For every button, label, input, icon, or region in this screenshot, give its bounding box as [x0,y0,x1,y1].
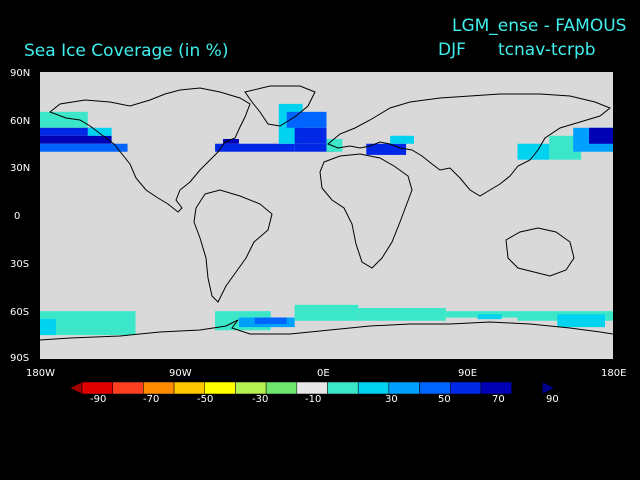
coastlines [40,85,613,341]
sea-ice-cell [40,135,112,144]
sea-ice-cell [358,307,446,321]
sea-ice-cell [223,138,239,144]
coastline-north-america [49,87,251,213]
sea-ice-cell [294,304,359,321]
sea-ice-cell [40,127,96,136]
coastline-africa [319,153,413,269]
sea-ice-cell [286,111,327,128]
coastline-south-america [193,189,273,303]
colorbar-swatch [112,382,144,394]
colorbar-swatch [450,382,482,394]
variable-code-label: tcnav-tcrpb [498,40,596,60]
sea-ice-cell [40,311,136,336]
colorbar-swatch [419,382,451,394]
colorbar-swatch [480,382,512,394]
lon-label: 180W [26,368,55,379]
colorbar-label: -10 [305,394,322,405]
colorbar-label: 50 [438,394,451,405]
sea-ice-cell [87,127,112,136]
sea-ice-cells [40,103,613,336]
sea-ice-cell [215,143,295,152]
colorbar [70,382,555,394]
colorbar-swatch [173,382,205,394]
colorbar-label: 30 [385,394,398,405]
colorbar-swatch [265,382,298,394]
colorbar-swatch [296,382,328,394]
lat-label: 60N [10,116,31,127]
sea-ice-cell [40,319,56,336]
sea-ice-cell [390,135,415,144]
colorbar-swatch [542,382,555,394]
colorbar-label: -30 [252,394,269,405]
field-title: Sea Ice Coverage (in %) [24,41,229,61]
coastline-australia [505,227,575,277]
sea-ice-cell [254,317,287,324]
lat-label: 90N [10,68,31,79]
lat-label: 30N [10,163,31,174]
sea-ice-cell [40,111,88,128]
sea-ice-cell [477,314,502,320]
sea-ice-cell [294,143,335,152]
colorbar-label: 90 [546,394,559,405]
colorbar-swatch [143,382,175,394]
lat-label: 90S [10,353,30,364]
season-label: DJF [438,40,466,60]
sea-ice-cell [366,143,407,155]
colorbar-label: -50 [197,394,214,405]
colorbar-label: 70 [492,394,505,405]
lon-label: 90E [458,368,478,379]
sea-ice-cell [557,314,606,328]
colorbar-swatch [327,382,359,394]
colorbar-swatch [70,382,83,394]
sea-ice-cell [294,127,327,144]
colorbar-swatch [235,382,267,394]
map-plot [40,72,613,359]
sea-ice-cell [40,143,128,152]
experiment-title: LGM_ense - FAMOUS [452,16,627,36]
lon-label: 180E [601,368,627,379]
colorbar-label: -90 [90,394,107,405]
coastline-greenland [244,85,316,127]
lat-label: 30S [10,259,30,270]
coastline-antarctica [40,319,613,341]
sea-ice-cell [326,138,343,152]
map-canvas [40,85,613,341]
colorbar-swatch [388,382,420,394]
colorbar-swatch [81,382,113,394]
sea-ice-cell [589,127,613,144]
lat-label: 0 [14,211,21,222]
colorbar-swatch [204,382,236,394]
colorbar-swatch [357,382,390,394]
coastline-eurasia [327,93,611,197]
colorbar-label: -70 [143,394,160,405]
lon-label: 90W [169,368,192,379]
lat-label: 60S [10,307,30,318]
lon-label: 0E [317,368,330,379]
sea-ice-cell [517,143,550,160]
